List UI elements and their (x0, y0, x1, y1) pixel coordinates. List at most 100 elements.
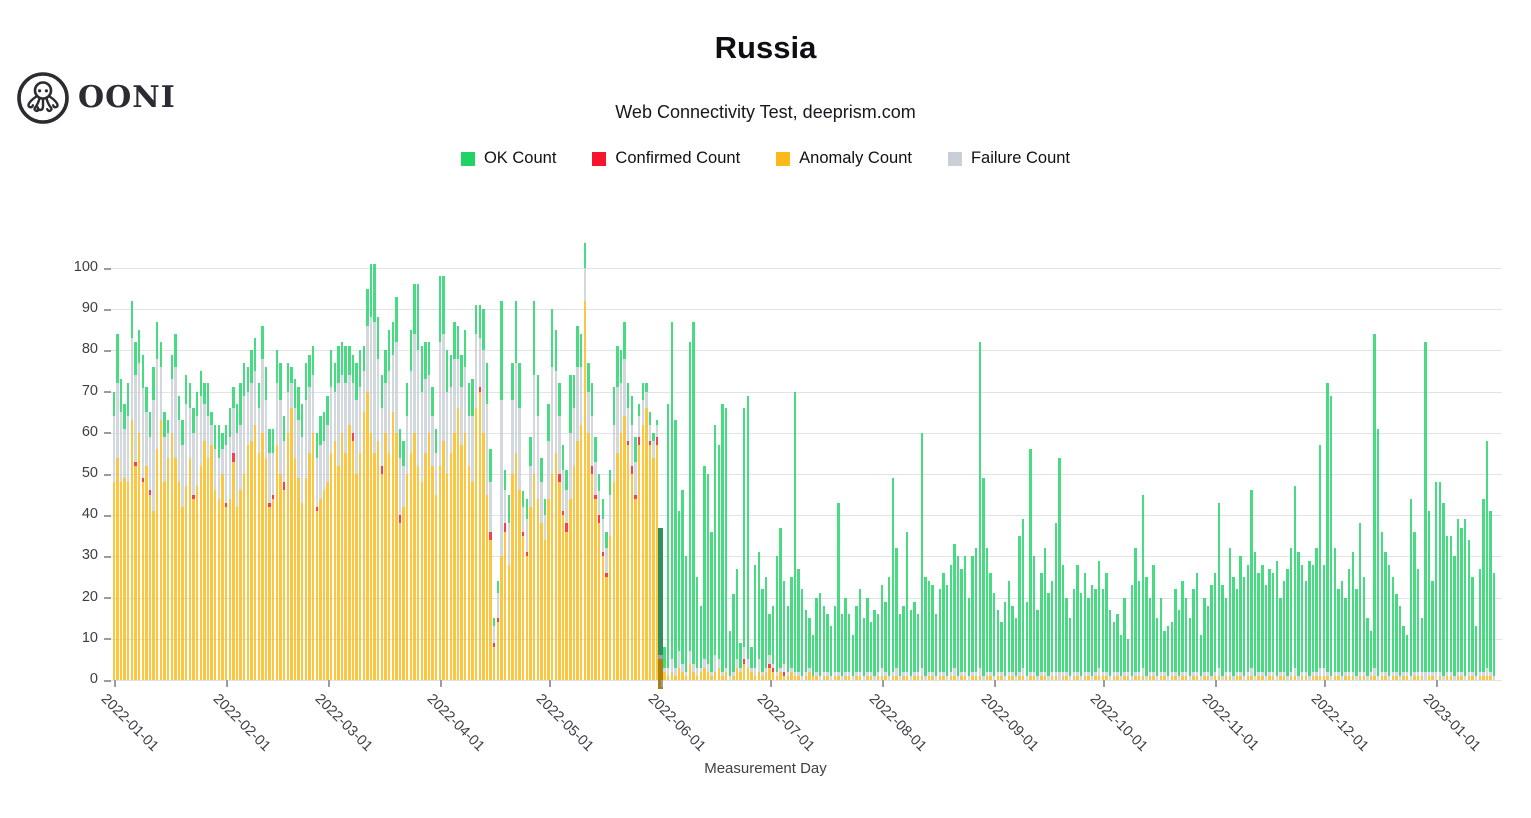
stacked-bar[interactable] (264, 366, 268, 680)
stacked-bar[interactable] (1322, 564, 1326, 680)
stacked-bar[interactable] (623, 321, 626, 680)
stacked-bar[interactable] (1000, 622, 1003, 680)
stacked-bar[interactable] (837, 502, 840, 680)
stacked-bar[interactable] (558, 383, 561, 680)
stacked-bar[interactable] (148, 412, 152, 680)
stacked-bar[interactable] (1224, 597, 1228, 680)
stacked-bar[interactable] (206, 383, 210, 680)
stacked-bar[interactable] (224, 424, 228, 680)
stacked-bar[interactable] (971, 556, 974, 680)
stacked-bar[interactable] (1344, 597, 1347, 680)
stacked-bar[interactable] (985, 548, 989, 680)
stacked-bar[interactable] (1011, 605, 1014, 680)
stacked-bar[interactable] (1098, 560, 1101, 680)
stacked-bar[interactable] (1315, 548, 1318, 680)
stacked-bar[interactable] (1047, 593, 1050, 680)
stacked-bar[interactable] (195, 391, 199, 680)
stacked-bar[interactable] (1032, 556, 1036, 680)
stacked-bar[interactable] (453, 321, 456, 680)
stacked-bar[interactable] (474, 305, 478, 680)
stacked-bar[interactable] (1449, 535, 1452, 680)
stacked-bar[interactable] (181, 420, 184, 680)
stacked-bar[interactable] (982, 478, 985, 680)
stacked-bar[interactable] (782, 581, 786, 680)
stacked-bar[interactable] (380, 375, 384, 680)
stacked-bar[interactable] (445, 350, 449, 680)
stacked-bar[interactable] (315, 432, 318, 680)
stacked-bar[interactable] (1445, 535, 1449, 680)
stacked-bar[interactable] (1166, 626, 1170, 680)
stacked-bar[interactable] (942, 572, 945, 680)
stacked-bar[interactable] (297, 387, 300, 680)
stacked-bar[interactable] (648, 412, 652, 680)
stacked-bar[interactable] (1271, 572, 1275, 680)
stacked-bar[interactable] (1177, 609, 1181, 680)
stacked-bar[interactable] (743, 408, 746, 680)
stacked-bar[interactable] (152, 366, 155, 680)
stacked-bar[interactable] (1329, 395, 1333, 680)
stacked-bar[interactable] (858, 589, 862, 680)
stacked-bar[interactable] (815, 597, 818, 680)
stacked-bar[interactable] (641, 383, 644, 680)
stacked-bar[interactable] (406, 383, 409, 680)
stacked-bar[interactable] (311, 346, 315, 680)
stacked-bar[interactable] (268, 428, 271, 680)
stacked-bar[interactable] (1489, 511, 1492, 680)
stacked-bar[interactable] (1159, 597, 1163, 680)
stacked-bar[interactable] (906, 531, 909, 680)
stacked-bar[interactable] (1040, 572, 1043, 680)
stacked-bar[interactable] (329, 350, 333, 680)
stacked-bar[interactable] (1217, 502, 1221, 680)
stacked-bar[interactable] (1362, 577, 1365, 680)
stacked-bar[interactable] (692, 321, 695, 680)
stacked-bar[interactable] (1250, 490, 1253, 680)
stacked-bar[interactable] (496, 581, 500, 680)
stacked-bar[interactable] (210, 412, 213, 680)
stacked-bar[interactable] (1282, 581, 1286, 680)
stacked-bar[interactable] (674, 420, 677, 680)
stacked-bar[interactable] (949, 564, 952, 680)
stacked-bar[interactable] (1076, 564, 1079, 680)
stacked-bar[interactable] (134, 342, 137, 680)
stacked-bar[interactable] (1492, 572, 1496, 680)
stacked-bar[interactable] (884, 601, 887, 680)
stacked-bar[interactable] (460, 354, 463, 680)
stacked-bar[interactable] (1402, 626, 1405, 680)
stacked-bar[interactable] (829, 626, 833, 680)
stacked-bar[interactable] (377, 317, 380, 680)
stacked-bar[interactable] (159, 342, 163, 680)
stacked-bar[interactable] (1261, 564, 1264, 680)
stacked-bar[interactable] (177, 395, 181, 680)
stacked-bar[interactable] (688, 342, 692, 680)
stacked-bar[interactable] (703, 465, 706, 680)
stacked-bar[interactable] (1148, 597, 1152, 680)
stacked-bar[interactable] (279, 362, 282, 680)
stacked-bar[interactable] (214, 424, 217, 680)
stacked-bar[interactable] (840, 614, 844, 680)
stacked-bar[interactable] (768, 614, 771, 680)
stacked-bar[interactable] (1210, 585, 1213, 680)
stacked-bar[interactable] (1214, 572, 1217, 680)
stacked-bar[interactable] (898, 614, 902, 680)
stacked-bar[interactable] (793, 391, 797, 680)
stacked-bar[interactable] (764, 577, 768, 680)
stacked-bar[interactable] (1007, 581, 1010, 680)
stacked-bar[interactable] (141, 354, 144, 680)
stacked-bar[interactable] (587, 362, 590, 680)
stacked-bar[interactable] (137, 329, 141, 680)
legend-item-anomaly[interactable]: Anomaly Count (776, 149, 912, 168)
stacked-bar[interactable] (438, 276, 442, 680)
stacked-bar[interactable] (627, 383, 630, 680)
stacked-bar[interactable] (333, 362, 336, 680)
stacked-bar[interactable] (536, 375, 539, 680)
stacked-bar[interactable] (409, 329, 413, 680)
stacked-bar[interactable] (1424, 342, 1427, 680)
stacked-bar[interactable] (203, 383, 206, 680)
stacked-bar[interactable] (286, 362, 289, 680)
stacked-bar[interactable] (1268, 568, 1271, 680)
stacked-bar[interactable] (724, 408, 728, 680)
stacked-bar[interactable] (275, 350, 279, 680)
stacked-bar[interactable] (797, 568, 800, 680)
stacked-bar[interactable] (1286, 568, 1289, 680)
stacked-bar[interactable] (750, 647, 753, 680)
